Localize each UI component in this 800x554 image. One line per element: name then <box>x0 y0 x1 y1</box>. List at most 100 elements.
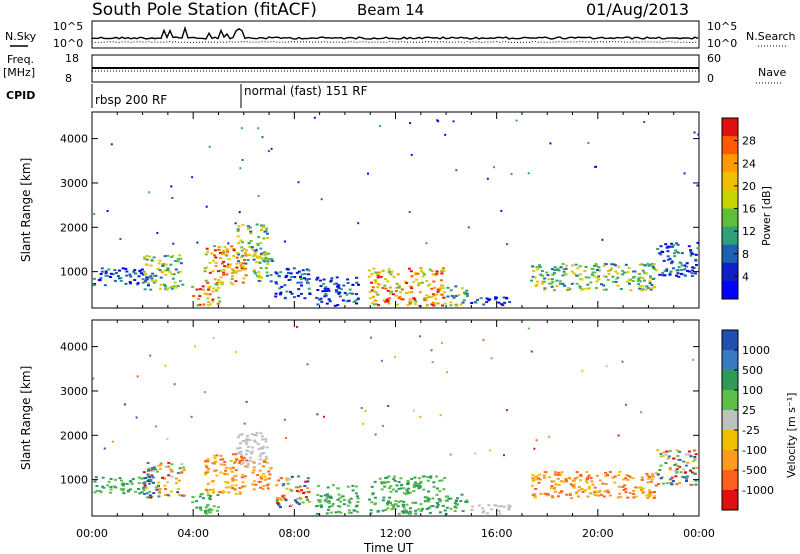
power-cell <box>237 242 241 244</box>
velocity-cell <box>675 449 679 452</box>
power-cell <box>559 266 563 269</box>
velocity-cell <box>617 485 621 488</box>
power-cell <box>222 268 226 271</box>
velocity-cell <box>586 476 590 479</box>
power-cell <box>389 273 393 276</box>
velocity-scatter-point <box>243 422 246 425</box>
power-cell <box>656 248 660 250</box>
power-cell <box>279 271 283 274</box>
velocity-cell <box>138 492 142 495</box>
power-cell <box>163 285 167 288</box>
power-cell <box>386 280 390 283</box>
power-cell <box>545 271 549 274</box>
velocity-scatter-point <box>692 358 695 361</box>
power-cell <box>420 269 423 272</box>
velocity-cell <box>675 468 679 471</box>
power-cell <box>392 275 396 278</box>
velocity-cell <box>455 503 459 506</box>
velocity-cell <box>289 488 293 491</box>
power-cell <box>460 287 464 290</box>
velocity-cell <box>423 500 427 503</box>
colorbar-swatch <box>722 226 738 246</box>
velocity-cell <box>587 487 591 490</box>
power-cell <box>308 291 312 294</box>
power-cell <box>408 298 412 301</box>
power-cell <box>266 258 270 261</box>
velocity-cell <box>240 456 244 458</box>
power-cell <box>337 286 341 289</box>
velocity-cell <box>556 473 560 476</box>
power-scatter-point <box>595 165 598 168</box>
velocity-cell <box>142 493 146 495</box>
colorbar-tick-label: 1000 <box>742 344 770 357</box>
velocity-cell <box>654 472 658 475</box>
power-cell <box>650 287 654 290</box>
power-cell <box>158 259 162 262</box>
velocity-cell <box>618 470 622 473</box>
power-cell <box>160 270 164 273</box>
velocity-cell <box>157 464 161 467</box>
power-scatter-point <box>170 185 173 188</box>
power-cell <box>336 304 340 307</box>
power-cell <box>426 296 430 299</box>
power-cell <box>247 242 251 245</box>
velocity-cell <box>689 469 693 472</box>
power-cell <box>231 271 235 274</box>
velocity-cell <box>351 489 355 492</box>
velocity-cell <box>675 471 679 474</box>
velocity-cell <box>653 495 657 498</box>
velocity-cell <box>303 491 307 493</box>
power-cell <box>112 273 115 276</box>
power-cell <box>265 274 269 277</box>
power-scatter-point <box>227 242 230 245</box>
power-cell <box>143 257 147 260</box>
power-cell <box>653 268 657 270</box>
velocity-cell <box>204 460 208 462</box>
velocity-cell <box>554 483 558 486</box>
power-cell <box>457 293 461 296</box>
power-cell <box>215 289 219 292</box>
power-cell <box>441 304 444 307</box>
velocity-cell <box>381 499 385 502</box>
power-scatter-point <box>238 211 241 214</box>
power-cell <box>257 276 261 279</box>
velocity-scatter-point <box>419 415 422 418</box>
power-cell <box>578 273 582 276</box>
velocity-cell <box>217 506 220 509</box>
velocity-cell <box>142 489 146 492</box>
velocity-cell <box>176 491 180 494</box>
power-cell <box>671 244 675 247</box>
power-cell <box>345 293 349 296</box>
power-cell <box>158 287 162 290</box>
velocity-cell <box>264 440 268 443</box>
power-cell <box>339 288 343 291</box>
power-cell <box>440 293 444 296</box>
velocity-cell <box>277 504 281 507</box>
velocity-cell <box>260 477 264 480</box>
power-cell <box>264 257 267 260</box>
power-cell <box>257 271 261 274</box>
velocity-cell <box>146 473 150 476</box>
power-cell <box>538 266 542 269</box>
velocity-cell <box>234 474 238 477</box>
velocity-cell <box>386 503 390 506</box>
power-cell <box>232 255 236 257</box>
power-cell <box>244 262 248 265</box>
power-cell <box>334 289 338 292</box>
velocity-cell <box>280 477 284 480</box>
velocity-cell <box>346 485 350 488</box>
colorbar-tick-label: 16 <box>742 203 756 216</box>
power-cell <box>141 278 145 281</box>
power-cell <box>368 290 372 293</box>
velocity-cell <box>143 484 147 487</box>
power-scatter-point <box>693 131 696 134</box>
power-cell <box>257 279 261 282</box>
power-scatter-point <box>93 213 96 216</box>
velocity-cell <box>347 499 351 502</box>
velocity-cell <box>603 490 607 493</box>
velocity-cell <box>405 511 409 514</box>
velocity-cell <box>238 434 242 437</box>
velocity-cell <box>290 504 294 507</box>
power-cell <box>590 273 594 276</box>
power-cell <box>170 287 174 290</box>
